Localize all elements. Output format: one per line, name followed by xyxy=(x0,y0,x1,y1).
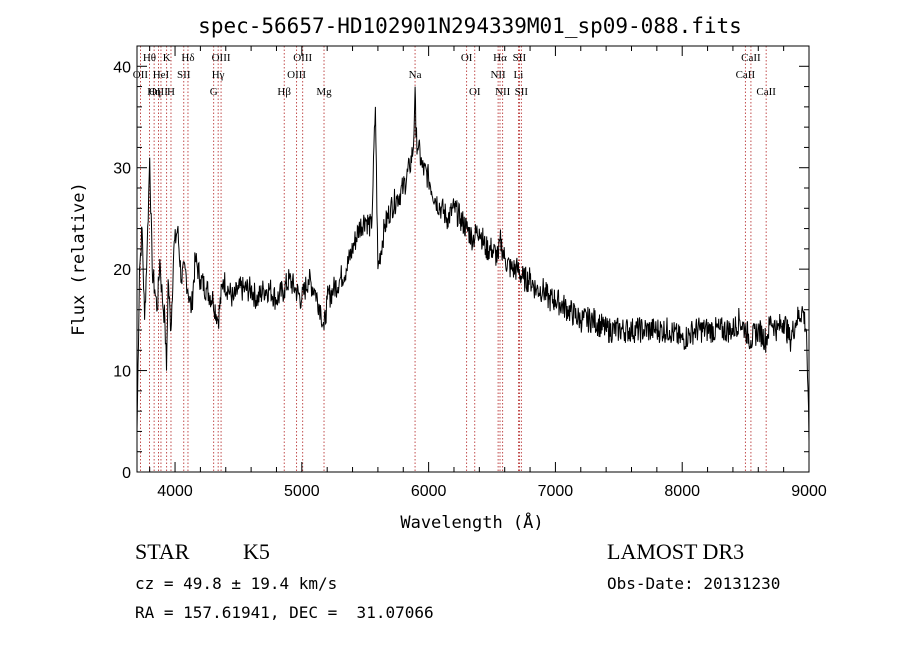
x-tick-label-9000: 9000 xyxy=(791,483,827,500)
x-tick-label-7000: 7000 xyxy=(538,483,574,500)
line-label-18: OI xyxy=(469,86,481,98)
axis-ticks: 4000 5000 6000 7000 8000 9000 0 10 20 30 40 xyxy=(113,46,827,500)
emission-line-markers xyxy=(140,46,767,472)
line-label-21: NII xyxy=(490,69,506,81)
line-label-25: CaII xyxy=(741,52,761,64)
line-label-14: OIII xyxy=(287,69,306,81)
line-label-6: H xyxy=(167,86,175,98)
line-label-22: Li xyxy=(514,69,524,81)
line-label-20: SII xyxy=(513,52,527,64)
line-label-10: Hγ xyxy=(212,69,225,81)
line-label-11: G xyxy=(210,86,218,98)
coordinates-readout: RA = 157.61941, DEC = 31.07066 xyxy=(135,603,434,622)
line-label-13: OIII xyxy=(293,52,312,64)
line-label-7: SII xyxy=(177,69,191,81)
line-label-12: Hβ xyxy=(277,86,291,98)
survey-name: LAMOST DR3 xyxy=(607,539,745,564)
line-label-8: Hδ xyxy=(181,52,194,64)
object-class: STAR xyxy=(135,539,190,564)
line-label-16: Na xyxy=(409,69,422,81)
line-label-3: Hη xyxy=(147,86,161,98)
line-label-26: CaII xyxy=(736,69,756,81)
x-tick-label-5000: 5000 xyxy=(284,483,320,500)
y-tick-label-10: 10 xyxy=(113,364,131,381)
redshift-readout: cz = 49.8 ± 19.4 km/s xyxy=(135,574,338,593)
line-label-17: OI xyxy=(461,52,473,64)
line-label-5: HeI xyxy=(153,69,170,81)
plot-frame xyxy=(136,45,810,473)
y-tick-label-40: 40 xyxy=(113,59,131,76)
subclass: K5 xyxy=(243,539,270,564)
y-tick-label-0: 0 xyxy=(122,465,131,482)
line-label-23: NII xyxy=(495,86,511,98)
y-axis-label: Flux (relative) xyxy=(69,182,89,336)
line-label-24: SII xyxy=(515,86,529,98)
x-tick-label-8000: 8000 xyxy=(664,483,700,500)
obs-date: Obs-Date: 20131230 xyxy=(607,574,781,593)
y-tick-label-30: 30 xyxy=(113,161,131,178)
y-tick-label-20: 20 xyxy=(113,262,131,279)
line-label-19: Hα xyxy=(493,52,507,64)
line-label-0: Hθ xyxy=(143,52,156,64)
line-label-15: Mg xyxy=(316,86,332,98)
line-label-4: K xyxy=(163,52,171,64)
x-axis-label: Wavelength (Å) xyxy=(400,511,543,533)
x-tick-label-6000: 6000 xyxy=(411,483,447,500)
line-label-2: OIII xyxy=(149,86,168,98)
line-label-9: OIII xyxy=(212,52,231,64)
line-label-1: OII xyxy=(133,69,149,81)
line-label-27: CaII xyxy=(756,86,776,98)
spectrum-line xyxy=(136,86,810,442)
chart-title: spec-56657-HD102901N294339M01_sp09-088.f… xyxy=(198,14,742,38)
x-tick-label-4000: 4000 xyxy=(157,483,193,500)
